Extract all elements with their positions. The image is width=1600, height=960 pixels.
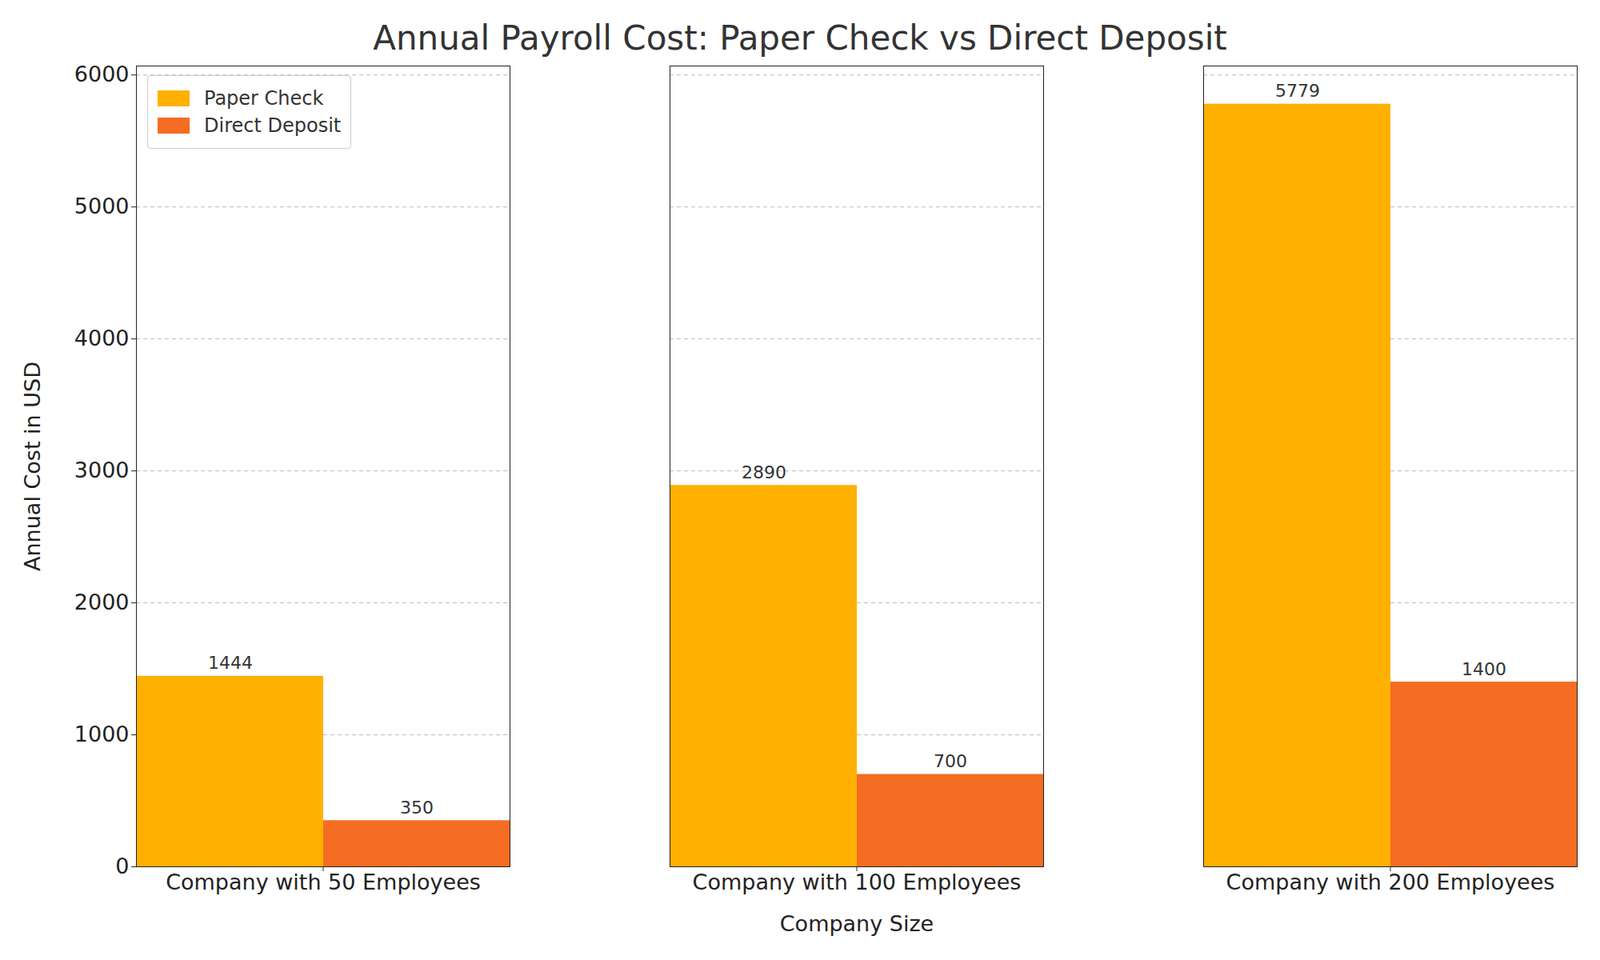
html-text:Direct Deposit: Direct Deposit (204, 114, 341, 137)
svg-text:5779: 5779 (1275, 80, 1320, 101)
svg-text:700: 700 (933, 751, 968, 772)
svg-text:Company with 200 Employees: Company with 200 Employees (1226, 869, 1556, 895)
svg-text:Annual Cost in USD: Annual Cost in USD (20, 361, 45, 572)
html-text:Paper Check: Paper Check (204, 87, 324, 110)
svg-text:6000: 6000 (74, 64, 130, 87)
svg-text:350: 350 (400, 797, 434, 818)
html-text:Annual Payroll Cost: Paper Che: Annual Payroll Cost: Paper Check vs Dire… (372, 18, 1228, 58)
svg-text:1000: 1000 (74, 721, 130, 747)
svg-text:1400: 1400 (1461, 659, 1507, 680)
svg-text:4000: 4000 (74, 325, 130, 351)
svg-text:1444: 1444 (208, 652, 253, 673)
svg-text:2000: 2000 (74, 589, 130, 615)
svg-text:5000: 5000 (74, 193, 130, 219)
svg-text:Company with 100 Employees: Company with 100 Employees (692, 869, 1022, 895)
svg-text:2890: 2890 (741, 462, 787, 483)
svg-text:Company with 50 Employees: Company with 50 Employees (165, 869, 481, 895)
svg-text:3000: 3000 (74, 457, 130, 483)
svg-text:Company Size: Company Size (780, 911, 934, 936)
svg-text:0: 0 (115, 853, 129, 879)
